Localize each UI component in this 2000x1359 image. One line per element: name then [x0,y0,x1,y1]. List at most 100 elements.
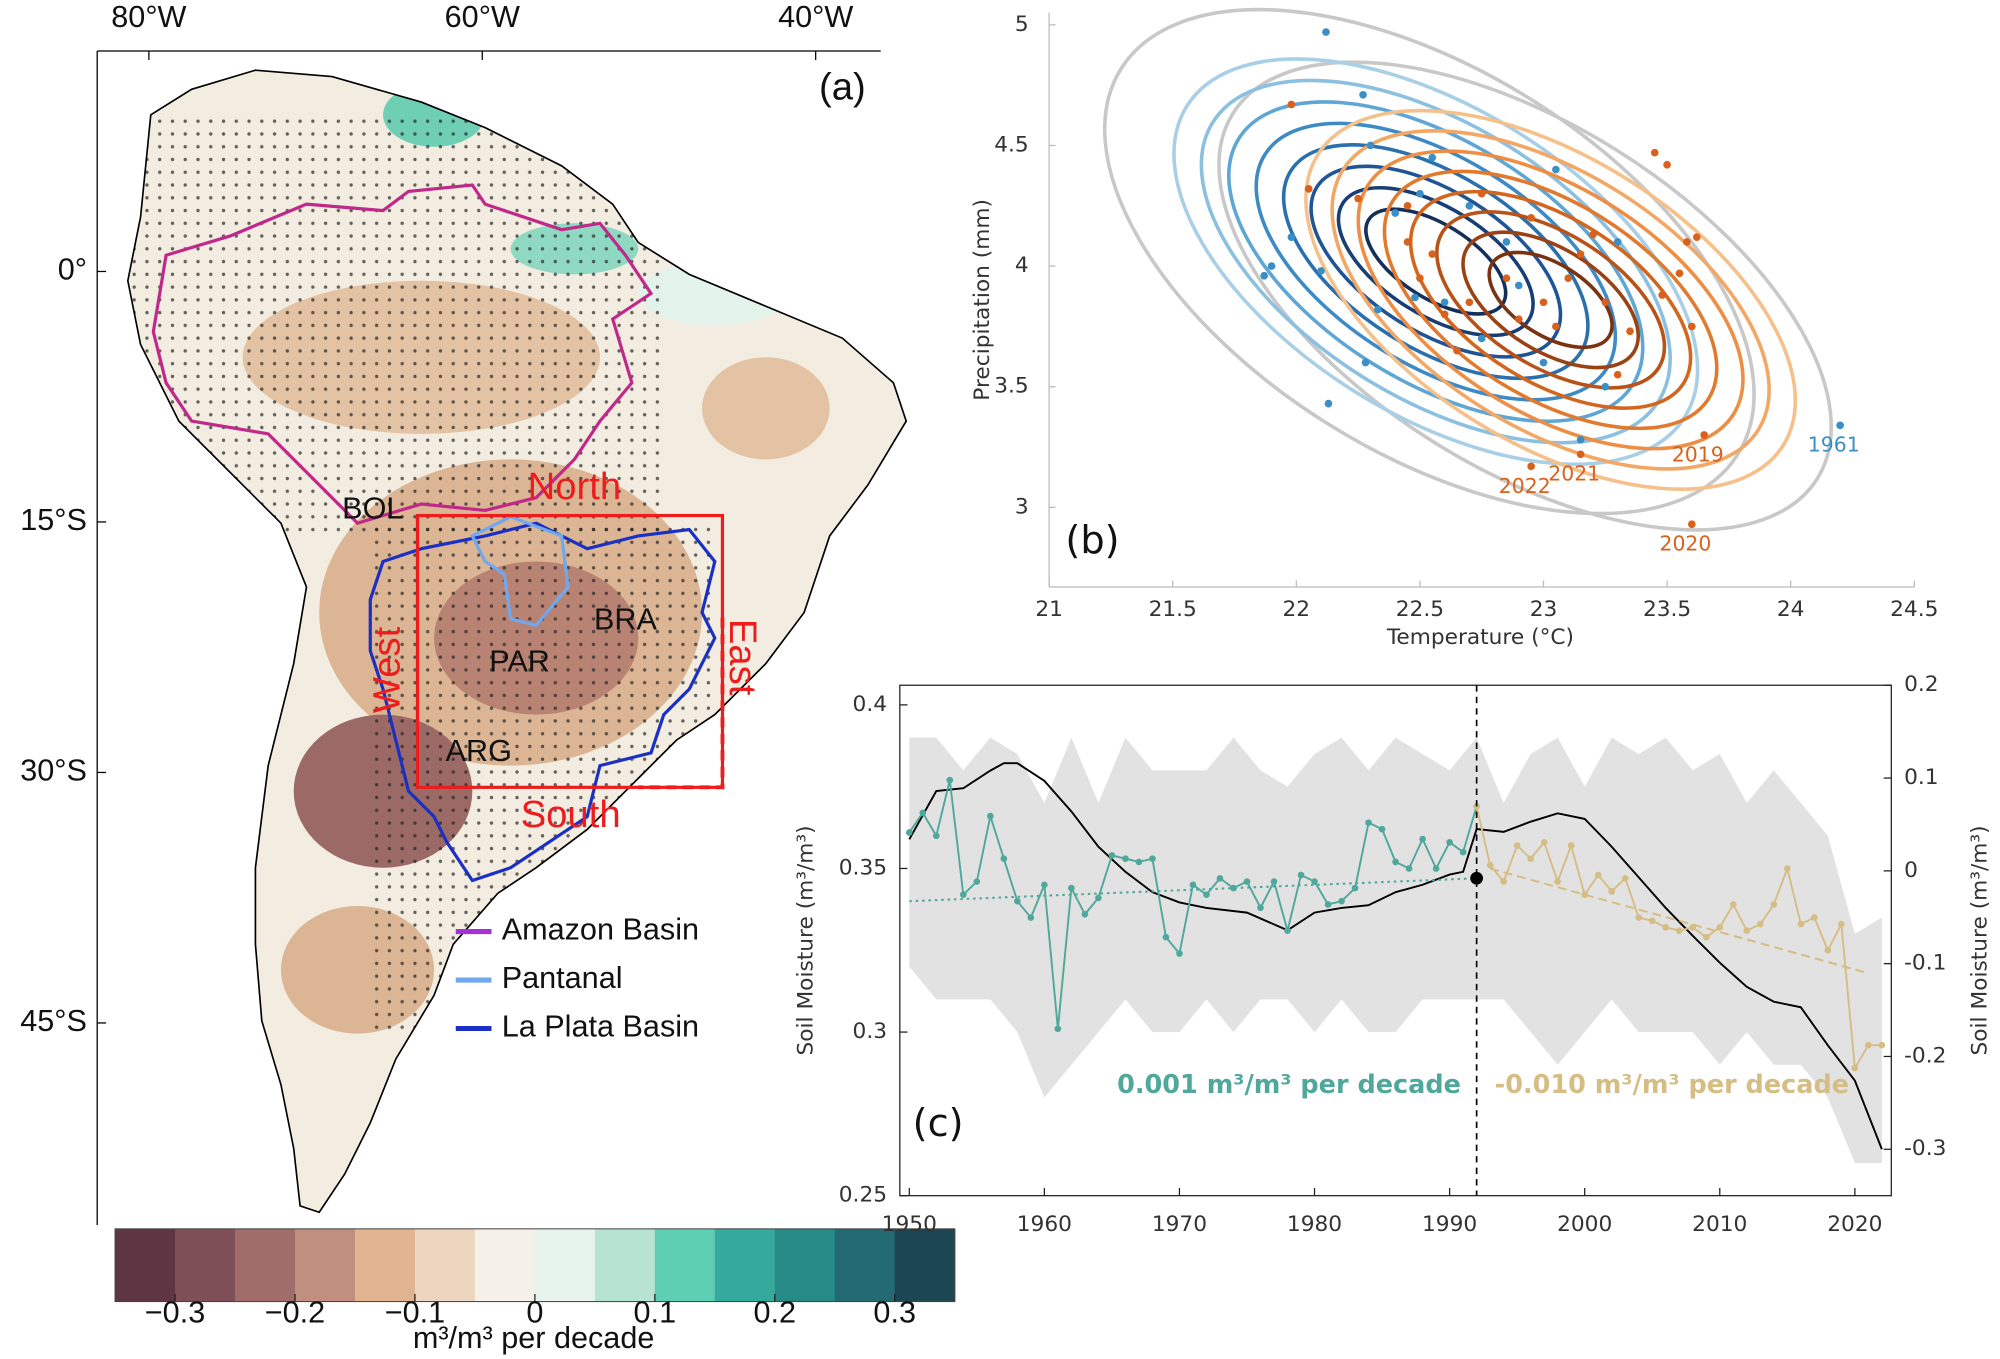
point [905,829,913,836]
colorbar-frame [114,1228,956,1303]
point [973,878,981,885]
point [1613,370,1622,379]
point [1095,894,1102,902]
point [1014,897,1021,905]
y2-tick-label: 0.2 [1904,672,1938,697]
point [1365,819,1372,826]
colorbar-cell [354,1228,416,1302]
point [1465,298,1474,307]
point [1428,153,1437,162]
point [1260,271,1269,280]
point [1797,920,1805,928]
point [1589,230,1597,239]
x-tick-label: 2010 [1692,1212,1747,1237]
point [1405,865,1413,872]
point [1702,933,1710,941]
x-tick-label: 23 [1530,597,1558,622]
y-tick-label: 0.3 [853,1019,888,1044]
y-tick-label: 0.4 [853,692,888,717]
point [1135,858,1143,866]
coastline [126,69,908,1214]
point [1576,435,1585,444]
x-tick-label: 80°W [111,0,186,34]
contour [1461,230,1641,370]
colorbar-cell [714,1228,776,1302]
panel-label: (b) [1065,518,1119,563]
point [1403,201,1412,210]
point [1687,520,1696,529]
colorbar-label: m³/m³ per decade [413,1321,655,1355]
point [1770,901,1778,908]
point [1027,914,1035,921]
point [1514,281,1523,290]
point [1378,825,1386,833]
contour [1435,210,1667,390]
point [1658,291,1666,299]
point [1419,835,1426,843]
contour [1172,57,1700,466]
colorbar-cell [774,1228,836,1302]
point [1552,322,1560,331]
point [1477,334,1486,343]
point [1477,189,1486,198]
point [1403,238,1412,246]
point [1635,914,1643,921]
point [1338,897,1345,905]
point-label: 2019 [1672,442,1724,466]
point [1502,274,1511,282]
point [1354,194,1362,203]
extension-box [638,617,725,790]
point [1304,185,1313,193]
contour [1102,7,1756,516]
y-tick-label: 0.35 [839,855,887,880]
point [919,809,927,817]
y-tick-label: 5 [1015,12,1029,37]
colorbar-cell [175,1228,236,1302]
series-line [908,762,1883,1150]
point [1836,421,1844,430]
spread-band [909,737,1882,1163]
point [1540,838,1548,846]
point [1811,914,1818,921]
point [1564,274,1573,282]
y2-tick-label: -0.3 [1904,1136,1946,1161]
colorbar-cell [115,1228,176,1302]
point [1783,865,1791,872]
country-label: ARG [446,734,512,768]
amazon-outline [151,183,654,525]
colorbar-cell [594,1228,656,1302]
point [1162,933,1170,941]
colorbar-tick-label: 0.3 [873,1295,916,1329]
point [1284,927,1291,934]
colorbar-tick-label: −0.3 [145,1295,205,1329]
point [1322,28,1330,36]
x-tick-label: 60°W [445,0,520,34]
y-tick-label: 30°S [20,754,87,788]
y2-tick-label: -0.1 [1904,951,1946,976]
point [1440,310,1449,319]
y2-tick-label: 0 [1904,858,1918,883]
contour [1309,164,1563,359]
point [1351,884,1359,892]
point [1514,315,1523,324]
series-line [1489,867,1869,975]
x-tick-label: 22 [1283,597,1311,622]
point [1432,865,1440,872]
y-tick-label: 15°S [20,503,87,537]
point [1203,891,1210,898]
pantanal-outline [470,515,570,628]
x-tick-label: 40°W [778,0,853,34]
point [1416,274,1424,282]
colorbar-tick-label: 0.2 [753,1295,796,1329]
point [1552,165,1560,174]
colorbar-tick-label: 0.1 [634,1295,677,1329]
plot-frame [899,684,1892,1197]
point [1824,946,1832,954]
x-tick-label: 1980 [1287,1212,1342,1237]
point [1865,1041,1872,1049]
x-tick-label: 24.5 [1890,597,1938,622]
laplata-outline [368,521,717,883]
colorbar-cell [534,1228,596,1302]
point [1500,878,1507,885]
